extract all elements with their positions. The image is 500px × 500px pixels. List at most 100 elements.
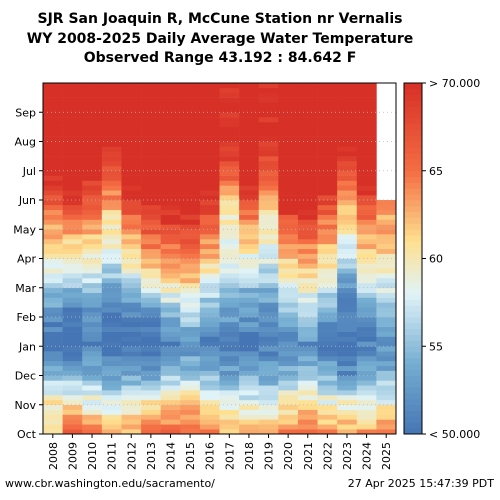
heat-cell xyxy=(199,395,220,401)
heat-cell xyxy=(278,360,299,367)
heat-cell xyxy=(317,278,338,284)
heat-cell xyxy=(219,219,240,225)
heat-cell xyxy=(258,287,279,293)
heat-cell xyxy=(121,161,142,167)
heat-cell xyxy=(337,312,358,318)
heat-cell xyxy=(376,346,397,352)
heat-cell xyxy=(82,336,103,342)
heat-cell xyxy=(297,185,318,191)
heat-cell xyxy=(297,331,318,337)
heat-cell xyxy=(121,204,142,211)
heat-cell xyxy=(82,92,103,98)
heat-cell xyxy=(62,360,83,367)
heat-cell xyxy=(180,185,201,191)
heat-cell xyxy=(62,136,83,142)
heat-cell xyxy=(121,409,142,415)
heat-cell xyxy=(337,321,358,328)
heat-cell xyxy=(258,112,279,118)
heat-cell xyxy=(199,243,220,250)
heat-cell xyxy=(141,170,161,176)
heat-cell xyxy=(121,258,142,264)
heat-cell xyxy=(219,224,240,230)
heat-cell xyxy=(317,302,338,308)
heat-cell xyxy=(297,165,318,172)
heat-cell xyxy=(356,326,377,332)
heat-cell xyxy=(199,92,220,98)
heat-cell xyxy=(219,351,240,357)
heat-cell xyxy=(278,87,299,94)
heat-cell xyxy=(43,146,63,152)
heat-cell xyxy=(160,219,181,225)
heat-cell xyxy=(219,375,240,381)
heat-cell xyxy=(180,399,201,406)
heat-cell xyxy=(297,204,318,211)
heat-cell xyxy=(356,414,377,420)
heat-cell xyxy=(297,326,318,332)
heat-cell xyxy=(121,429,142,435)
heat-cell xyxy=(62,107,83,113)
heat-cell xyxy=(199,87,220,94)
colorbar-segment xyxy=(404,194,422,201)
heat-cell xyxy=(356,341,377,347)
heat-cell xyxy=(337,97,358,103)
heat-cell xyxy=(258,331,279,337)
x-tick-label: 2018 xyxy=(243,442,256,470)
heat-cell xyxy=(180,126,201,133)
heat-cell xyxy=(219,282,240,289)
heat-cell xyxy=(141,336,161,342)
heat-cell xyxy=(62,321,83,328)
y-tick-label: Nov xyxy=(15,399,37,412)
heat-cell xyxy=(43,175,63,181)
heat-cell xyxy=(297,107,318,113)
heat-cell xyxy=(278,239,299,245)
heat-cell xyxy=(160,243,181,250)
heat-cell xyxy=(121,302,142,308)
heat-cell xyxy=(278,92,299,98)
heat-cell xyxy=(258,165,279,172)
heat-cell xyxy=(258,224,279,230)
heat-cell xyxy=(297,414,318,420)
heat-cell xyxy=(121,414,142,420)
heat-cell xyxy=(180,351,201,357)
heat-cell xyxy=(62,131,83,137)
heat-cell xyxy=(121,234,142,240)
heat-cell xyxy=(219,356,240,362)
heat-cell xyxy=(297,214,318,220)
heat-cell xyxy=(239,258,260,264)
heat-cell xyxy=(43,317,63,323)
heat-cell xyxy=(297,234,318,240)
heat-cell xyxy=(278,282,299,289)
heat-cell xyxy=(43,399,63,406)
heat-cell xyxy=(356,346,377,352)
heat-cell xyxy=(43,136,63,142)
footer-source-url[interactable]: www.cbr.washington.edu/sacramento/ xyxy=(5,477,215,490)
heat-cell xyxy=(82,117,103,123)
y-tick-label: Apr xyxy=(17,253,37,266)
heat-cell xyxy=(121,321,142,328)
heat-cell xyxy=(356,175,377,181)
heat-cell xyxy=(317,195,338,201)
heat-cell xyxy=(43,161,63,167)
heat-cell xyxy=(180,234,201,240)
heat-cell xyxy=(219,97,240,103)
colorbar-segment xyxy=(404,363,422,371)
heat-cell xyxy=(62,97,83,103)
heat-cell xyxy=(356,126,377,133)
x-tick-label: 2009 xyxy=(66,442,79,470)
heat-cell xyxy=(121,370,142,376)
heat-cell xyxy=(43,204,63,211)
heat-cell xyxy=(337,87,358,94)
chart-title-line-1: SJR San Joaquin R, McCune Station nr Ver… xyxy=(37,11,403,27)
heat-cell xyxy=(297,419,318,425)
heat-cell xyxy=(376,409,397,415)
heat-cell xyxy=(141,429,161,435)
heat-cell xyxy=(376,219,397,225)
heat-cell xyxy=(101,331,122,337)
heat-cell xyxy=(82,224,103,230)
heat-cell xyxy=(199,248,220,254)
heat-cell xyxy=(101,224,122,230)
y-tick-label: Feb xyxy=(17,311,36,324)
heat-cell xyxy=(43,292,63,298)
heat-cell xyxy=(62,190,83,196)
heat-cell xyxy=(141,351,161,357)
